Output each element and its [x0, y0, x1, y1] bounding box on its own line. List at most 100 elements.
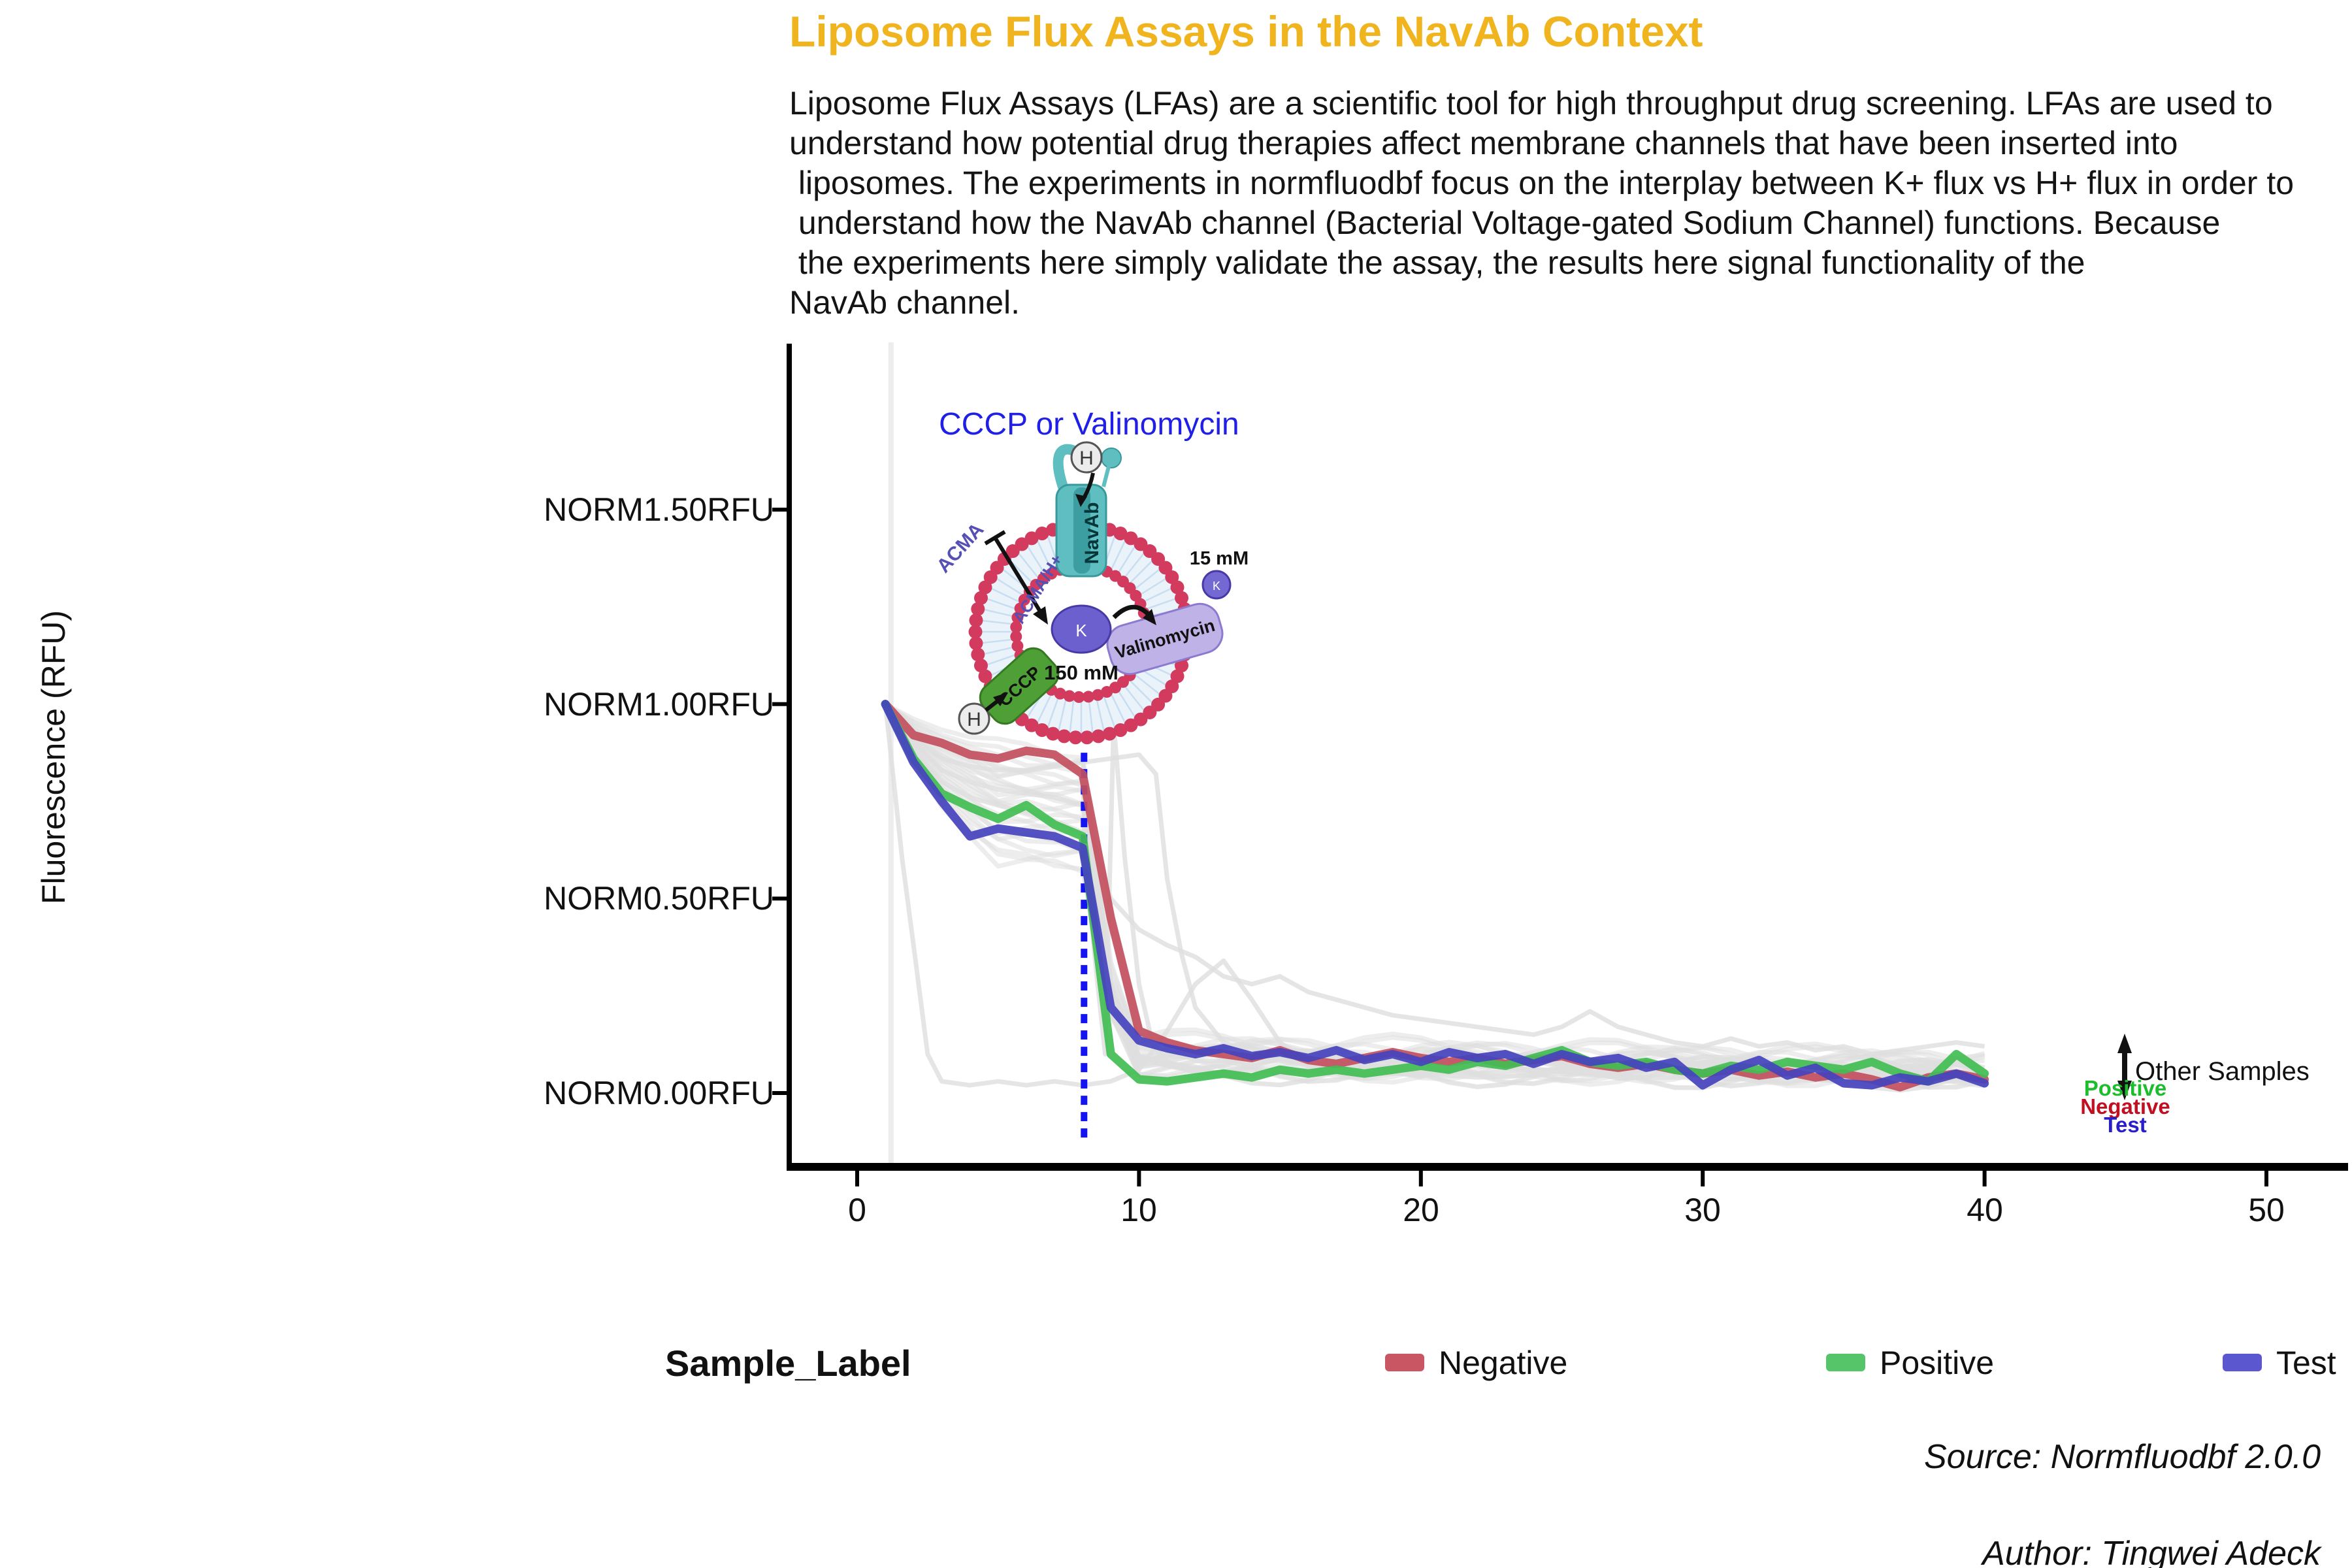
- lipid-head-outer: [1102, 727, 1117, 741]
- lipid-head-inner: [1011, 612, 1024, 624]
- liposome-inset-diagram: NavAb H ACMA ACMA/H+ CCCP H Valinomycin: [933, 441, 1249, 745]
- legend-label-negative: Negative: [1439, 1345, 1568, 1381]
- lipid-tail: [1116, 544, 1137, 576]
- lipid-tail: [983, 653, 1019, 667]
- x-tick: [1137, 1171, 1141, 1186]
- h-ion-top-circle: [1070, 441, 1103, 474]
- author-credit: Author: Tingwei Adeck: [1982, 1535, 2321, 1568]
- lipid-head-outer: [971, 647, 985, 662]
- lipid-head-outer: [1175, 591, 1189, 605]
- lipid-head-outer: [1046, 727, 1060, 741]
- lipid-tail: [1122, 550, 1147, 580]
- h-ion-bottom-label: H: [967, 709, 981, 730]
- lipid-head-outer: [1057, 729, 1071, 743]
- y-tick: [772, 896, 787, 901]
- x-tick-label-50: 50: [2248, 1192, 2285, 1228]
- x-tick-label-10: 10: [1120, 1192, 1157, 1228]
- x-tick: [2264, 1171, 2268, 1186]
- lipid-head-outer: [1091, 729, 1105, 743]
- lipid-head-outer: [978, 669, 992, 683]
- lipid-tail: [1141, 586, 1175, 604]
- legend-title: Sample_Label: [665, 1343, 911, 1384]
- lipid-head-inner: [1010, 630, 1022, 643]
- acma-arrowhead: [1033, 606, 1048, 625]
- other-sample-line: [883, 702, 1985, 1072]
- navab-arm: [1053, 444, 1079, 494]
- y-tick: [772, 702, 787, 706]
- legend-label-positive: Positive: [1880, 1345, 1995, 1381]
- h-ion-bottom-circle: [958, 702, 990, 735]
- lipid-tail: [1046, 694, 1060, 730]
- lipid-tail: [988, 586, 1021, 604]
- lipid-tail: [1109, 538, 1127, 572]
- other-sample-line: [884, 702, 1985, 1073]
- lipid-head-outer: [1170, 669, 1184, 683]
- lipid-head-inner: [1063, 690, 1075, 702]
- lipid-tail: [1102, 694, 1117, 730]
- other-sample-line-high-tail: [883, 702, 1985, 1056]
- lipid-tail: [1095, 697, 1105, 733]
- x-tick: [1418, 1171, 1423, 1186]
- lipid-head-outer: [969, 636, 983, 651]
- x-tick: [855, 1171, 859, 1186]
- lipid-head-outer: [1080, 730, 1094, 745]
- y-axis-ticks: [772, 508, 787, 1095]
- lipid-tail: [980, 608, 1016, 618]
- lipid-tail: [978, 638, 1015, 644]
- other-samples-range-arrow: [2117, 1034, 2132, 1100]
- valinomycin-shape: Valinomycin: [1106, 602, 1224, 676]
- lipid-head-outer: [1035, 723, 1049, 737]
- lipid-tail: [1057, 697, 1068, 733]
- y-tick-label-0p5: NORM0.50RFU: [544, 880, 774, 917]
- lipid-head-outer: [1113, 723, 1128, 737]
- arrow-up-head: [2117, 1034, 2132, 1053]
- lipid-head-outer: [1175, 659, 1189, 673]
- x-tick-label-0: 0: [848, 1192, 866, 1228]
- lipid-tail: [1109, 692, 1127, 725]
- k-efflux-arrowhead: [1143, 609, 1156, 625]
- x-tick: [1701, 1171, 1705, 1186]
- lipid-head-inner: [1054, 687, 1066, 700]
- axes: [772, 344, 2348, 1186]
- lipid-tail: [1069, 698, 1075, 735]
- lipid-head-inner: [1101, 686, 1113, 698]
- x-tick-label-20: 20: [1403, 1192, 1439, 1228]
- lipid-tail: [1088, 698, 1094, 735]
- acma-arrow: [993, 536, 1045, 618]
- annotation-negative: Negative: [2080, 1094, 2170, 1119]
- x-tick: [1982, 1171, 1987, 1186]
- lipid-head-outer: [1024, 531, 1039, 546]
- navab-ball: [1101, 448, 1122, 468]
- other-sample-line: [883, 702, 1985, 1085]
- lipid-head-outer: [1124, 718, 1138, 732]
- x-axis-ticks: [855, 1171, 2268, 1186]
- lipid-head-outer: [971, 602, 985, 616]
- lipid-tail: [1128, 558, 1155, 585]
- lipid-head-outer: [968, 625, 983, 639]
- lipid-head-outer: [973, 659, 988, 673]
- source-credit: Source: Normfluodbf 2.0.0: [1924, 1438, 2321, 1476]
- navab-stem: [1102, 466, 1111, 487]
- lipid-tail: [993, 576, 1025, 597]
- annotation-positive: Positive: [2083, 1076, 2167, 1100]
- annotation-test: Test: [2104, 1113, 2147, 1137]
- lipid-head-inner: [1073, 691, 1085, 703]
- other-sample-line: [883, 702, 1985, 1074]
- lipid-head-outer: [978, 580, 992, 595]
- lipid-tail: [1133, 566, 1163, 591]
- lipid-head-outer: [1068, 730, 1083, 745]
- lipid-tail: [1137, 576, 1169, 597]
- y-tick: [772, 1091, 787, 1095]
- other-sample-line: [883, 702, 1985, 1084]
- series-line-test: [881, 700, 1989, 1090]
- navab-label: NavAb: [1081, 502, 1103, 564]
- inside-concentration-label: 150 mM: [1044, 661, 1119, 684]
- legend-swatch-positive: [1826, 1354, 1865, 1371]
- other-sample-line: [884, 702, 1985, 1084]
- other-sample-line: [884, 702, 1985, 1070]
- legend-swatch-negative: [1385, 1354, 1424, 1371]
- legend-swatch-test: [2223, 1354, 2262, 1371]
- h-influx-arrowhead: [1075, 494, 1087, 507]
- k-ion-inside: [1051, 604, 1112, 654]
